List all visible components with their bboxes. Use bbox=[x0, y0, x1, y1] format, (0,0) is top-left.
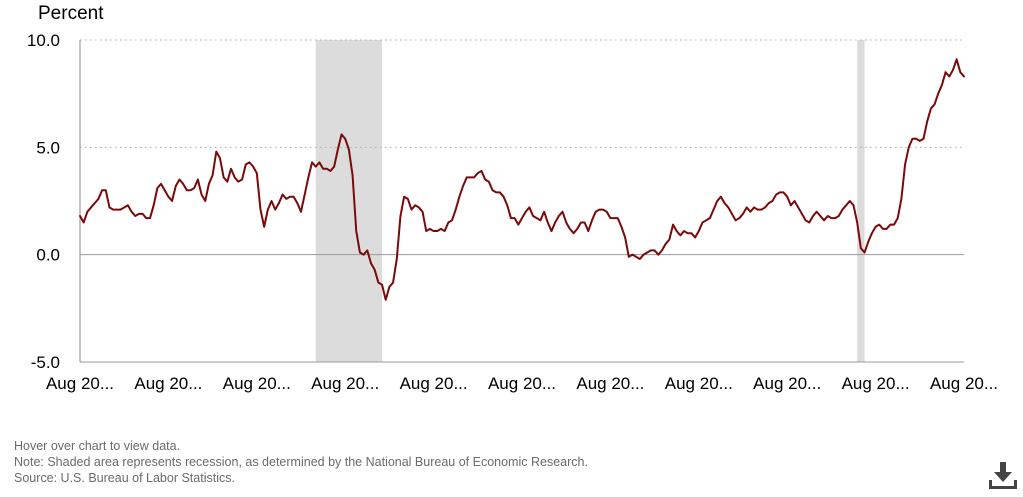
series bbox=[79, 58, 965, 301]
download-icon bbox=[989, 462, 1017, 489]
gridlines bbox=[80, 39, 964, 363]
chart[interactable]: Percent 10.05.00.0-5.0 Aug 20... Aug 20..… bbox=[0, 0, 1023, 430]
x-tick-label: Aug 20... bbox=[753, 374, 821, 393]
x-tick-label: Aug 20... bbox=[46, 374, 114, 393]
download-button[interactable] bbox=[986, 458, 1020, 492]
x-tick-label: Aug 20... bbox=[576, 374, 644, 393]
series-line-0 bbox=[79, 58, 965, 301]
y-tick-label: 0.0 bbox=[36, 246, 60, 265]
footnotes: Hover over chart to view data. Note: Sha… bbox=[14, 438, 588, 486]
x-tick-label: Aug 20... bbox=[665, 374, 733, 393]
x-tick-label: Aug 20... bbox=[842, 374, 910, 393]
y-tick-label: 10.0 bbox=[27, 31, 60, 50]
recession-band-0 bbox=[315, 40, 383, 362]
x-tick-labels: Aug 20... Aug 20... Aug 20... Aug 20... Aug … bbox=[46, 374, 998, 393]
x-tick-label: Aug 20... bbox=[223, 374, 291, 393]
y-tick-label: 5.0 bbox=[36, 138, 60, 157]
y-axis-label: Percent bbox=[38, 3, 104, 24]
x-tick-label: Aug 20... bbox=[311, 374, 379, 393]
recession-bands bbox=[315, 40, 865, 362]
recession-note: Note: Shaded area represents recession, … bbox=[14, 455, 588, 469]
x-tick-label: Aug 20... bbox=[400, 374, 468, 393]
x-tick-label: Aug 20... bbox=[930, 374, 998, 393]
y-tick-label: -5.0 bbox=[31, 353, 60, 372]
hover-hint: Hover over chart to view data. bbox=[14, 439, 181, 453]
recession-band-1 bbox=[857, 40, 865, 362]
x-tick-label: Aug 20... bbox=[134, 374, 202, 393]
x-tick-label: Aug 20... bbox=[488, 374, 556, 393]
y-tick-labels: 10.0 5.0 0.0 -5.0 bbox=[27, 31, 60, 372]
source-note: Source: U.S. Bureau of Labor Statistics. bbox=[14, 471, 235, 485]
